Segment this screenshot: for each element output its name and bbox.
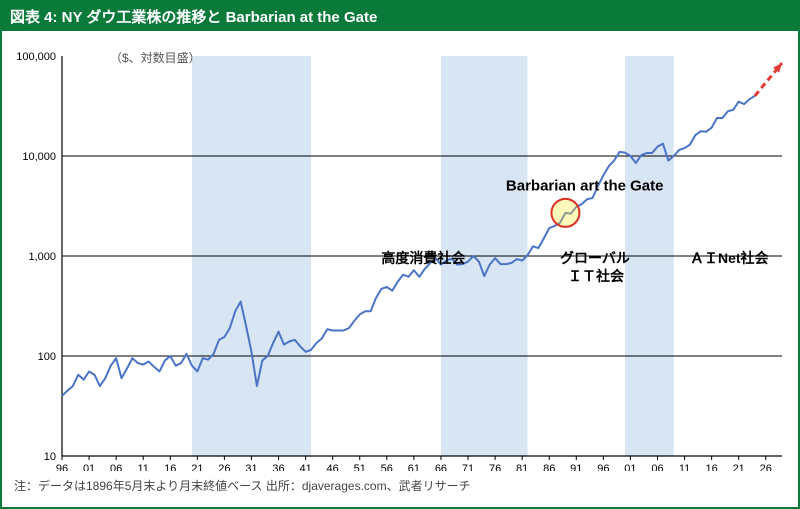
svg-text:41: 41: [299, 463, 311, 471]
svg-text:01: 01: [624, 463, 636, 471]
svg-text:21: 21: [733, 463, 745, 471]
svg-text:11: 11: [137, 463, 148, 471]
svg-text:06: 06: [651, 463, 663, 471]
svg-text:1,000: 1,000: [28, 251, 56, 263]
chart-title: 図表 4: NY ダウ工業株の推移と Barbarian at the Gate: [2, 2, 798, 31]
svg-text:86: 86: [543, 463, 555, 471]
line-chart-svg: 10 100 1,000 10,000 100,000 96 01 06 11 16 21 26 31 3…: [2, 31, 798, 471]
svg-text:96: 96: [56, 463, 68, 471]
svg-text:36: 36: [272, 463, 284, 471]
svg-text:01: 01: [83, 463, 95, 471]
svg-text:96: 96: [597, 463, 609, 471]
svg-text:高度消費社会: 高度消費社会: [381, 250, 466, 266]
svg-text:91: 91: [570, 463, 582, 471]
svg-text:21: 21: [191, 463, 203, 471]
svg-text:16: 16: [164, 463, 176, 471]
svg-text:56: 56: [381, 463, 393, 471]
svg-text:81: 81: [516, 463, 528, 471]
svg-text:06: 06: [110, 463, 122, 471]
svg-text:ＡＩNet社会: ＡＩNet社会: [690, 250, 770, 266]
svg-text:46: 46: [327, 463, 339, 471]
svg-text:16: 16: [705, 463, 717, 471]
svg-text:76: 76: [489, 463, 501, 471]
svg-text:グローバル: グローバル: [560, 250, 630, 266]
chart-footnote: 注：データは1896年5月末より月末終値ベース 出所：djaverages.co…: [2, 471, 798, 494]
svg-text:51: 51: [354, 463, 366, 471]
svg-text:61: 61: [408, 463, 420, 471]
svg-text:11: 11: [679, 463, 690, 471]
svg-text:10: 10: [44, 451, 56, 463]
svg-text:71: 71: [462, 463, 474, 471]
svg-text:26: 26: [760, 463, 772, 471]
svg-text:100,000: 100,000: [16, 51, 56, 63]
svg-text:100: 100: [38, 351, 56, 363]
svg-text:（$、対数目盛）: （$、対数目盛）: [110, 50, 201, 65]
svg-text:10,000: 10,000: [22, 151, 56, 163]
svg-text:26: 26: [218, 463, 230, 471]
svg-text:66: 66: [435, 463, 447, 471]
figure-container: 図表 4: NY ダウ工業株の推移と Barbarian at the Gate…: [0, 0, 800, 509]
chart-area: 10 100 1,000 10,000 100,000 96 01 06 11 16 21 26 31 3…: [2, 31, 798, 471]
svg-text:31: 31: [245, 463, 257, 471]
svg-text:ＩＴ社会: ＩＴ社会: [568, 268, 625, 284]
svg-text:Barbarian art the Gate: Barbarian art the Gate: [506, 178, 664, 195]
